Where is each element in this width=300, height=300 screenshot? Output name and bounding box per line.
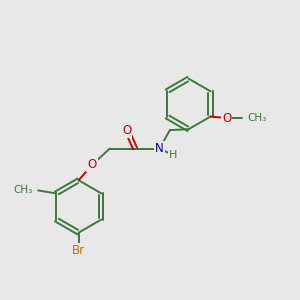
- Text: N: N: [155, 142, 164, 155]
- Text: H: H: [169, 150, 177, 160]
- Text: O: O: [122, 124, 131, 136]
- Text: Br: Br: [72, 244, 85, 257]
- Text: CH₃: CH₃: [14, 185, 33, 195]
- Text: CH₃: CH₃: [248, 113, 267, 123]
- Text: O: O: [87, 158, 97, 171]
- Text: O: O: [222, 112, 232, 124]
